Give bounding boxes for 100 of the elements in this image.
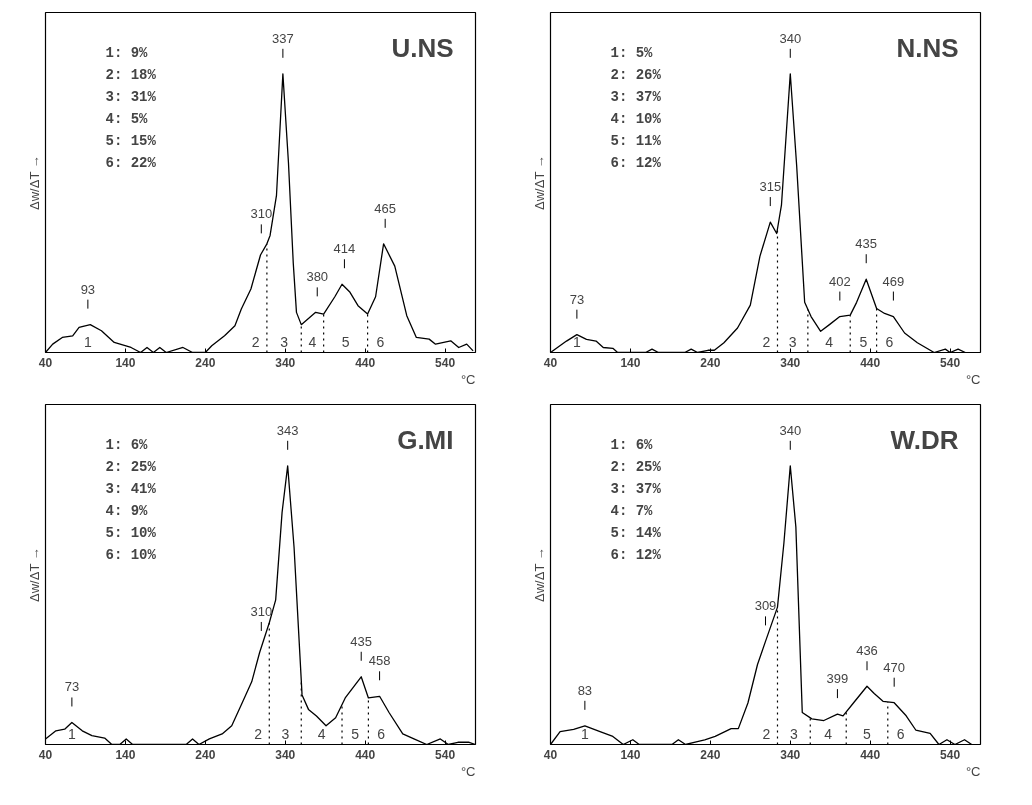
x-tick-label: 340 (780, 747, 801, 762)
x-tick-label: 440 (355, 355, 376, 370)
x-tick-label: 440 (860, 747, 881, 762)
annotation: 3: 37% (610, 88, 662, 105)
x-tick-label: 240 (700, 747, 721, 762)
annotation: 310 (250, 206, 273, 222)
annotation: 1 (67, 725, 76, 742)
chart-title: W.DR (890, 424, 959, 455)
annotation: 4 (317, 725, 326, 742)
annotation: 6 (885, 333, 894, 350)
x-tick-label: 540 (435, 747, 456, 762)
annotation: 4 (308, 333, 317, 350)
annotation: 3: 41% (105, 480, 157, 497)
annotation: 3 (788, 333, 797, 350)
x-tick-label: 540 (435, 355, 456, 370)
annotation: 5: 10% (105, 524, 157, 541)
annotation: 6 (896, 725, 905, 742)
x-axis-title: °C (965, 763, 981, 779)
x-tick-label: 340 (275, 747, 296, 762)
x-tick-label: 140 (620, 355, 641, 370)
annotation: 458 (368, 653, 391, 669)
x-tick-label: 440 (860, 355, 881, 370)
annotation: 3 (280, 333, 289, 350)
x-tick-label: 40 (38, 355, 53, 370)
annotation: 3 (789, 725, 798, 742)
text: 1: 9% (105, 44, 149, 61)
annotation: 340 (779, 30, 802, 46)
annotation: 2: 18% (105, 66, 157, 83)
annotation: 5 (859, 333, 868, 350)
annotation: 83 (577, 682, 593, 698)
annotation: 5: 14% (610, 524, 662, 541)
annotation: 4: 7% (610, 502, 654, 519)
annotation: 2 (251, 333, 260, 350)
annotation: 73 (569, 291, 585, 307)
annotation: 436 (856, 643, 878, 659)
annotation: 3: 37% (610, 480, 662, 497)
annotation: 2: 25% (610, 458, 662, 475)
x-tick-label: 40 (38, 747, 53, 762)
annotation: 337 (272, 30, 294, 46)
x-tick-label: 540 (940, 747, 961, 762)
annotation: 2: 25% (105, 458, 157, 475)
x-tick-label: 240 (700, 355, 721, 370)
annotation: 6: 12% (610, 154, 662, 171)
annotation: 5: 15% (105, 132, 157, 149)
annotation: 1 (83, 333, 92, 350)
annotation: 4 (824, 725, 833, 742)
x-axis-title: °C (965, 371, 981, 387)
x-axis-title: °C (460, 763, 476, 779)
x-tick-label: 540 (940, 355, 961, 370)
annotation: 465 (374, 200, 397, 216)
chart-title: U.NS (391, 32, 454, 63)
annotation: 93 (80, 281, 96, 297)
annotation: 435 (350, 633, 373, 649)
annotation: 2 (762, 333, 771, 350)
annotation: 4 (825, 333, 834, 350)
annotation: 310 (250, 603, 273, 619)
x-tick-label: 40 (543, 747, 558, 762)
y-axis-title: Δw/ΔT → (531, 155, 547, 210)
annotation: 402 (828, 273, 851, 289)
text: 1: 6% (105, 436, 149, 453)
x-tick-label: 140 (115, 747, 136, 762)
x-tick-label: 240 (195, 747, 216, 762)
annotation: 73 (64, 679, 80, 695)
x-tick-label: 40 (543, 355, 558, 370)
annotation: 1 (580, 725, 589, 742)
x-tick-label: 140 (115, 355, 136, 370)
annotation: 1 (572, 333, 581, 350)
x-tick-label: 340 (275, 355, 296, 370)
x-tick-label: 440 (355, 747, 376, 762)
annotation: 309 (754, 598, 777, 614)
y-axis-title: Δw/ΔT → (26, 547, 42, 602)
annotation: 4: 9% (105, 502, 149, 519)
annotation: 6 (377, 725, 386, 742)
y-axis-title: Δw/ΔT → (531, 547, 547, 602)
annotation: 340 (779, 422, 802, 438)
annotation: 2 (762, 725, 771, 742)
annotation: 5 (351, 725, 360, 742)
annotation: 380 (306, 269, 329, 285)
annotation: 315 (759, 179, 782, 195)
annotation: 6: 22% (105, 154, 157, 171)
x-tick-label: 240 (195, 355, 216, 370)
annotation: 469 (882, 273, 905, 289)
annotation: 4: 10% (610, 110, 662, 127)
annotation: 3: 31% (105, 88, 157, 105)
annotation: 399 (826, 671, 849, 687)
text: 1: 5% (610, 44, 654, 61)
x-tick-label: 340 (780, 355, 801, 370)
annotation: 470 (883, 659, 906, 675)
annotation: 6: 10% (105, 546, 157, 563)
annotation: 2 (254, 725, 263, 742)
chart-title: G.MI (397, 424, 454, 455)
annotation: 5 (863, 725, 872, 742)
annotation: 343 (276, 422, 299, 438)
annotation: 6: 12% (610, 546, 662, 563)
x-tick-label: 140 (620, 747, 641, 762)
annotation: 435 (855, 236, 878, 252)
x-axis-title: °C (460, 371, 476, 387)
y-axis-title: Δw/ΔT → (26, 155, 42, 210)
annotation: 414 (333, 241, 356, 257)
annotation: 4: 5% (105, 110, 149, 127)
